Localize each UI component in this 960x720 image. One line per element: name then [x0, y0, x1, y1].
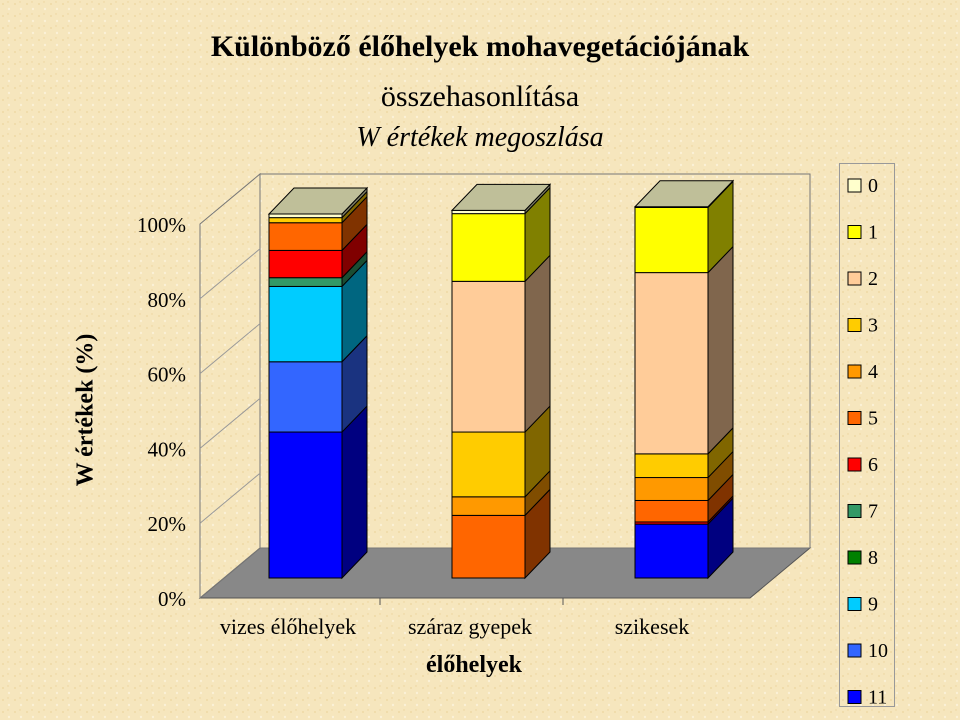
- bar-segment-6: [268, 249, 343, 279]
- bar-segment-side-2: [524, 254, 551, 434]
- legend-swatch-5: [847, 411, 862, 425]
- legend: 0 1 2 3 4 5 6 7 8 9 10 11: [839, 163, 895, 709]
- legend-label-1: 1: [868, 222, 878, 244]
- legend-swatch-10: [847, 643, 862, 658]
- chart-title-line1: Különböző élőhelyek mohavegetációjának: [210, 30, 750, 63]
- legend-label-9: 9: [868, 594, 878, 616]
- chart-side-wall: [199, 172, 261, 600]
- side-wall-gridline: [199, 472, 261, 524]
- y-tick-label: 20%: [148, 512, 187, 536]
- bar-top: [267, 187, 369, 215]
- legend-label-4: 4: [868, 361, 878, 383]
- y-tick-label: 60%: [148, 363, 187, 387]
- bar-segment-2: [451, 280, 526, 433]
- bar-top: [633, 180, 735, 208]
- bar-segment-11: [268, 431, 343, 579]
- side-wall-gridline: [199, 323, 261, 374]
- legend-swatch-7: [847, 504, 862, 518]
- x-tick-label: szikesek: [615, 614, 690, 639]
- bar-segment-3: [451, 431, 526, 498]
- bar-segment-3: [268, 217, 343, 224]
- bar-segment-4: [634, 477, 709, 501]
- chart-back-wall: [259, 173, 811, 549]
- bar-segment-side-2: [707, 245, 734, 456]
- bar-segment-1: [451, 213, 526, 282]
- y-axis-label: W értékek (%): [72, 333, 99, 487]
- legend-swatch-2: [847, 271, 862, 286]
- bar-segment-5: [634, 499, 709, 523]
- bar-top: [450, 183, 552, 211]
- bar-segment-9: [268, 285, 343, 363]
- bar-segment-2: [634, 272, 709, 455]
- legend-swatch-3: [847, 318, 862, 332]
- bar-segment-11: [634, 523, 709, 579]
- x-tick-label: vizes élőhelyek: [220, 614, 356, 639]
- legend-label-10: 10: [868, 640, 888, 662]
- legend-label-3: 3: [868, 315, 878, 337]
- legend-label-2: 2: [868, 268, 878, 290]
- bar-segment-0: [268, 213, 343, 219]
- chart-title-line2: összehasonlítása: [380, 80, 580, 113]
- bar-stack-2: [450, 183, 552, 580]
- bar-segment-5: [268, 222, 343, 251]
- y-tick-label: 40%: [148, 437, 187, 461]
- legend-swatch-8: [847, 550, 862, 565]
- legend-swatch-4: [847, 364, 862, 379]
- bar-stack-3: [633, 179, 735, 580]
- legend-swatch-1: [847, 225, 862, 239]
- x-tick-label: száraz gyepek: [408, 614, 532, 639]
- x-axis-label: élőhelyek: [426, 652, 522, 678]
- side-wall-gridline: [199, 398, 261, 449]
- bars: [267, 179, 735, 580]
- bar-segment-10: [268, 361, 343, 433]
- legend-label-5: 5: [868, 408, 878, 430]
- y-axis-ticks: 0% 20% 40% 60% 80% 100%: [137, 213, 186, 611]
- bar-segment-4: [451, 496, 526, 516]
- chart-subtitle: W értékek megoszlása: [356, 122, 604, 153]
- legend-swatch-11: [847, 690, 862, 704]
- bar-segment-3: [634, 453, 709, 479]
- bar-stack-1: [267, 186, 369, 580]
- legend-label-7: 7: [868, 501, 878, 523]
- legend-label-8: 8: [868, 547, 878, 569]
- x-axis-ticks: vizes élőhelyek száraz gyepek szikesek: [220, 598, 689, 639]
- y-tick-label: 100%: [137, 213, 186, 237]
- bar-segment-7: [268, 277, 343, 287]
- y-tick-label: 80%: [148, 288, 187, 312]
- side-wall-gridline: [199, 248, 261, 300]
- y-tick-label: 0%: [158, 587, 186, 611]
- legend-label-6: 6: [868, 454, 878, 476]
- legend-swatch-9: [847, 597, 862, 611]
- legend-swatch-6: [847, 457, 862, 472]
- legend-swatch-0: [847, 178, 862, 193]
- bar-segment-5: [451, 514, 526, 579]
- legend-label-11: 11: [868, 687, 887, 709]
- bar-segment-1: [634, 206, 709, 274]
- legend-label-0: 0: [868, 175, 878, 197]
- bar-segment-side-11: [341, 404, 368, 580]
